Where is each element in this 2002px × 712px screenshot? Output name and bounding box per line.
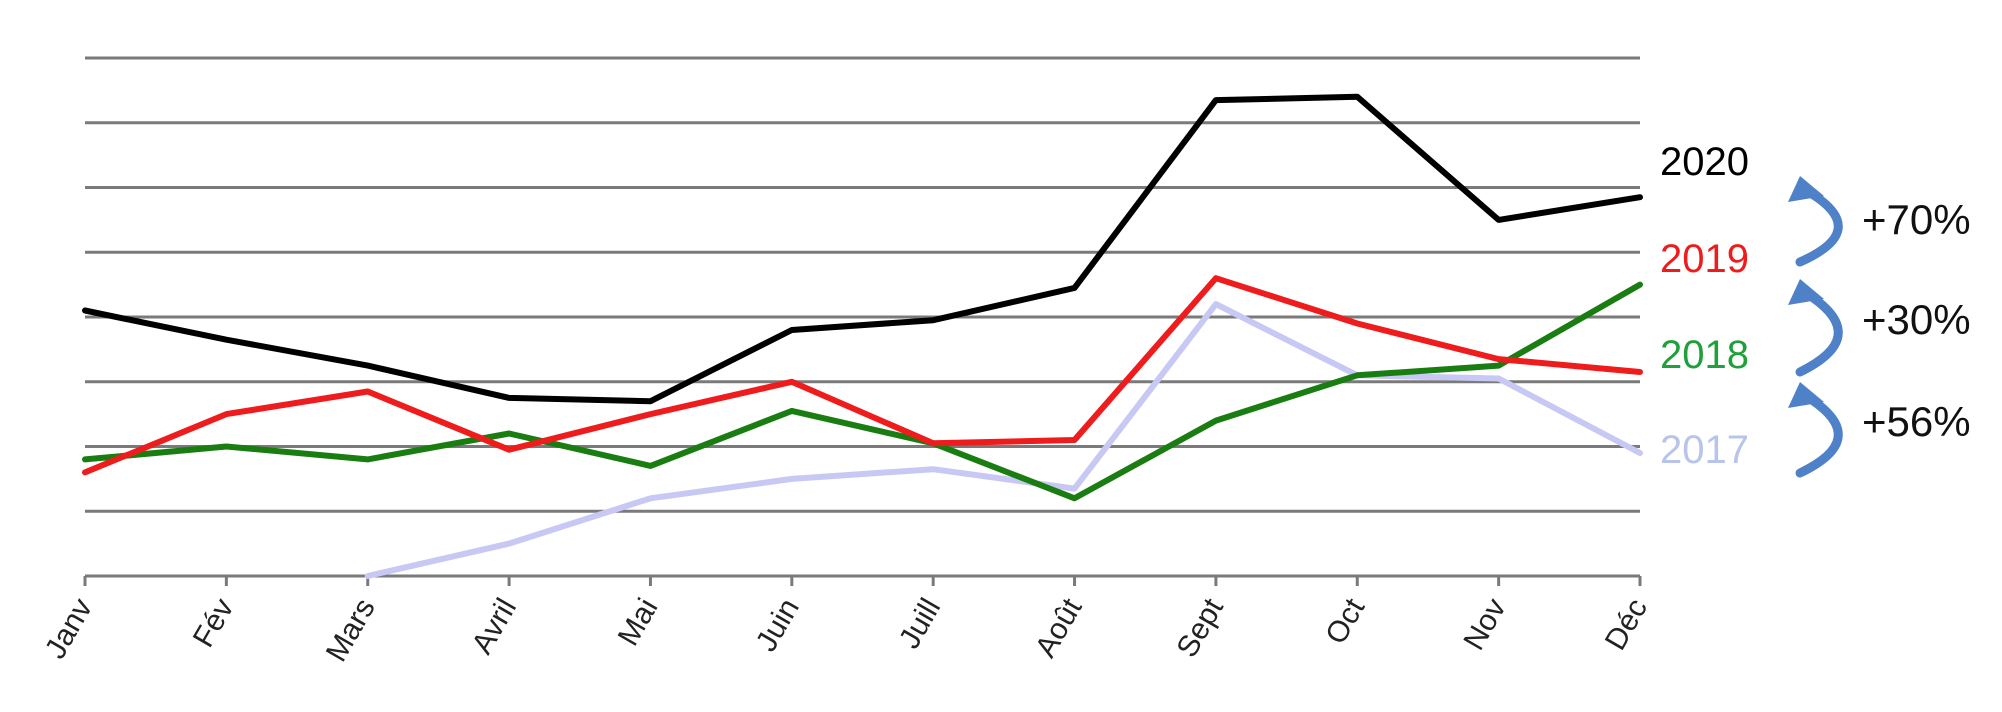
x-tick-label: Mars xyxy=(320,593,382,667)
x-tick-label: Mai xyxy=(612,593,665,651)
growth-arrowhead xyxy=(1788,382,1824,408)
series-labels: 2017 2018 2019 2020 xyxy=(1660,140,1749,472)
x-tick-label: Nov xyxy=(1457,593,1512,656)
x-tick-label: Oct xyxy=(1319,592,1371,649)
x-tick-label: Juin xyxy=(750,593,806,657)
growth-label: +30% xyxy=(1862,296,1971,343)
growth-arrow xyxy=(1795,292,1843,377)
series-label-2018: 2018 xyxy=(1660,333,1749,377)
growth-arrowhead xyxy=(1788,176,1824,202)
x-tick-label: Juill xyxy=(893,593,947,654)
x-tick-label: Fév xyxy=(187,593,241,653)
series-label-2019: 2019 xyxy=(1660,237,1749,281)
series-label-2017: 2017 xyxy=(1660,428,1749,472)
x-tick-label: Janv xyxy=(39,593,99,664)
series-line-2020 xyxy=(82,93,1643,405)
series-line-2017 xyxy=(364,301,1643,579)
growth-arrow xyxy=(1795,189,1843,267)
x-tick-label: Août xyxy=(1029,592,1089,663)
growth-annotations: +70% +30% +56% xyxy=(1788,176,1971,478)
growth-label: +70% xyxy=(1862,196,1971,243)
series-line-2018 xyxy=(82,281,1643,502)
series-line-2019 xyxy=(82,275,1643,476)
growth-arrow xyxy=(1795,395,1843,478)
gridlines xyxy=(85,56,1640,578)
x-axis: Janv Fév Mars Avril Mai Juin Juill Août Sept Oct N… xyxy=(39,576,1654,667)
series-label-2020: 2020 xyxy=(1660,140,1749,184)
series-lines xyxy=(82,93,1643,579)
x-tick-label: Déc xyxy=(1599,593,1654,656)
growth-arrowhead xyxy=(1788,279,1824,305)
x-tick-label: Avril xyxy=(466,593,523,660)
x-tick-label: Sept xyxy=(1171,592,1231,663)
growth-label: +56% xyxy=(1862,398,1971,445)
